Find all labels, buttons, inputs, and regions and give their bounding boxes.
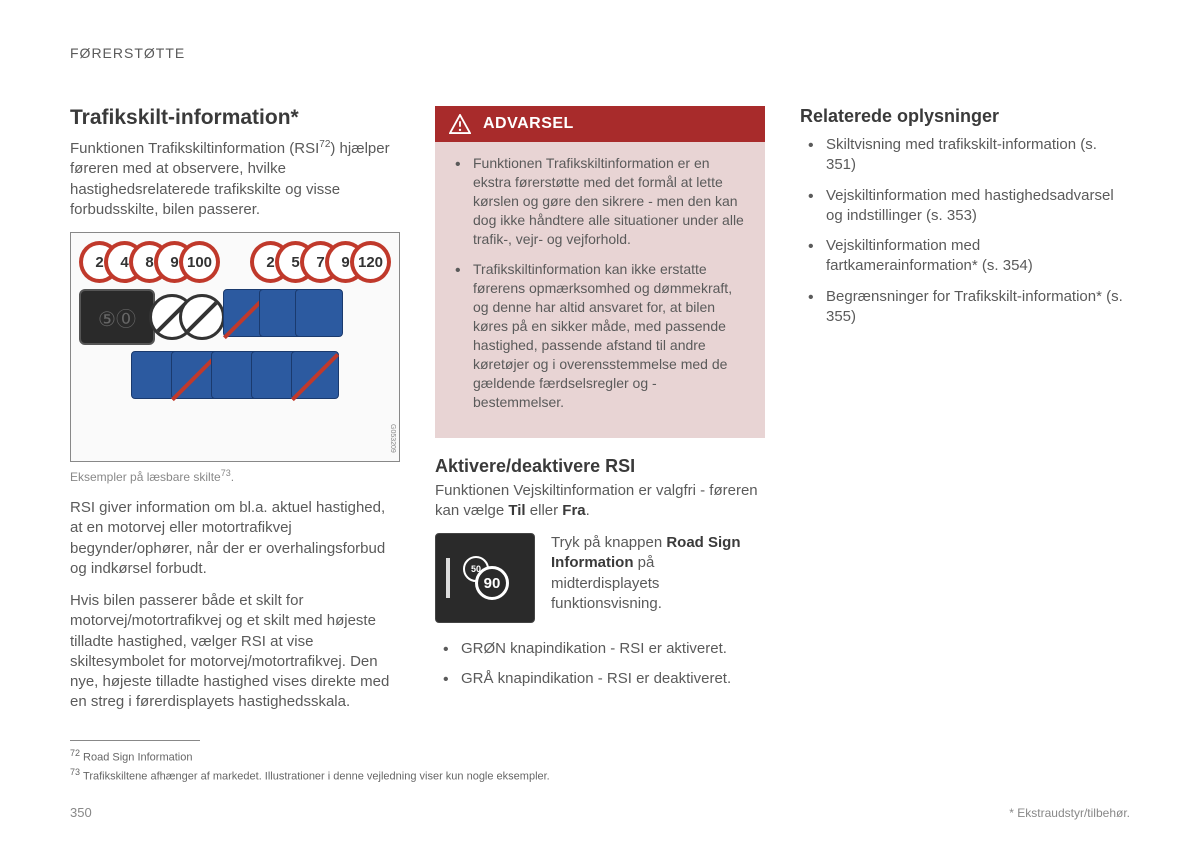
activate-text-end: .: [586, 502, 590, 519]
caption-text: Eksempler på læsbare skilte: [70, 470, 221, 484]
footnote-73: 73Trafikskiltene afhænger af markedet. I…: [70, 766, 1130, 785]
signs-illustration: 2 4 8 9 100 2 5 7 9 120 ⑤⓪: [70, 232, 400, 462]
info-sign: [295, 289, 343, 337]
footnote-ref-72: 72: [319, 139, 330, 150]
figure-caption: Eksempler på læsbare skilte73.: [70, 468, 400, 484]
activate-heading: Aktivere/deaktivere RSI: [435, 456, 765, 477]
mid-signs-row: ⑤⓪: [79, 289, 391, 345]
indicator-item: GRÅ knapindikation - RSI er deaktiveret.: [435, 669, 765, 689]
column-middle: ADVARSEL Funktionen Trafikskiltinformati…: [435, 106, 765, 725]
content-columns: Trafikskilt-information* Funktionen Traf…: [70, 106, 1130, 725]
caption-end: .: [231, 470, 234, 484]
end-limit-sign: [179, 294, 225, 340]
end-limit-signs: [165, 289, 225, 345]
warning-item: Trafikskiltinformation kan ikke erstatte…: [455, 260, 745, 411]
activate-intro: Funktionen Vejskiltinformation er valgfr…: [435, 481, 765, 522]
paragraph-3: Hvis bilen passerer både et skilt for mo…: [70, 591, 400, 713]
eller-text: eller: [526, 502, 563, 519]
footnote-73-text: Trafikskiltene afhænger af markedet. Ill…: [83, 771, 550, 783]
column-left: Trafikskilt-information* Funktionen Traf…: [70, 106, 400, 725]
footnote-ref-73: 73: [221, 468, 231, 478]
figure-id-label: G053209: [389, 424, 396, 453]
display-badge: ⑤⓪: [79, 289, 155, 345]
related-item: Vejskiltinformation med hastighedsadvars…: [800, 186, 1130, 227]
fra-bold: Fra: [562, 502, 585, 519]
warning-item: Funktionen Trafikskiltinformation er en …: [455, 154, 745, 248]
info-signs-group: [235, 289, 375, 345]
activate-text-a: Funktionen Vejskiltinformation er valgfr…: [435, 482, 758, 519]
button-instruction-row: 50 90 Tryk på knappen Road Sign Informat…: [435, 533, 765, 623]
main-heading: Trafikskilt-information*: [70, 106, 400, 130]
page-number: 350: [70, 805, 92, 820]
indicator-list: GRØN knapindikation - RSI er aktiveret. …: [435, 639, 765, 690]
indicator-item: GRØN knapindikation - RSI er aktiveret.: [435, 639, 765, 659]
speed-sign: 120: [350, 241, 391, 283]
footnote-rule: [70, 740, 200, 741]
section-header: FØRERSTØTTE: [70, 45, 1130, 61]
column-right: Relaterede oplysninger Skiltvisning med …: [800, 106, 1130, 725]
warning-title: ADVARSEL: [483, 115, 574, 133]
til-bold: Til: [508, 502, 525, 519]
speed-sign: 100: [179, 241, 220, 283]
warning-box: ADVARSEL Funktionen Trafikskiltinformati…: [435, 106, 765, 438]
related-heading: Relaterede oplysninger: [800, 106, 1130, 127]
intro-text-a: Funktionen Trafikskiltinformation (RSI: [70, 140, 319, 157]
accessory-footnote: * Ekstraudstyr/tilbehør.: [1009, 806, 1130, 820]
intro-paragraph: Funktionen Trafikskiltinformation (RSI72…: [70, 138, 400, 220]
btn-text-a: Tryk på knappen: [551, 534, 666, 551]
info-sign: [291, 351, 339, 399]
related-item: Vejskiltinformation med fartkamerainform…: [800, 236, 1130, 277]
warning-triangle-icon: [449, 114, 471, 134]
related-list: Skiltvisning med trafikskilt-information…: [800, 135, 1130, 327]
bottom-signs-row: [79, 351, 391, 399]
paragraph-2: RSI giver information om bl.a. aktuel ha…: [70, 498, 400, 579]
footnote-72-text: Road Sign Information: [83, 752, 192, 764]
rsi-90-icon: 90: [475, 566, 509, 600]
related-item: Begrænsninger for Trafikskilt-informatio…: [800, 287, 1130, 328]
warning-header: ADVARSEL: [435, 106, 765, 142]
rsi-function-button: 50 90: [435, 533, 535, 623]
footnotes-block: 72Road Sign Information 73Trafikskiltene…: [70, 740, 1130, 785]
related-item: Skiltvisning med trafikskilt-information…: [800, 135, 1130, 176]
speed-signs-row: 2 4 8 9 100 2 5 7 9 120: [79, 241, 391, 283]
footnote-72: 72Road Sign Information: [70, 747, 1130, 766]
warning-body: Funktionen Trafikskiltinformation er en …: [435, 142, 765, 438]
button-instruction-text: Tryk på knappen Road Sign Information på…: [551, 533, 765, 623]
